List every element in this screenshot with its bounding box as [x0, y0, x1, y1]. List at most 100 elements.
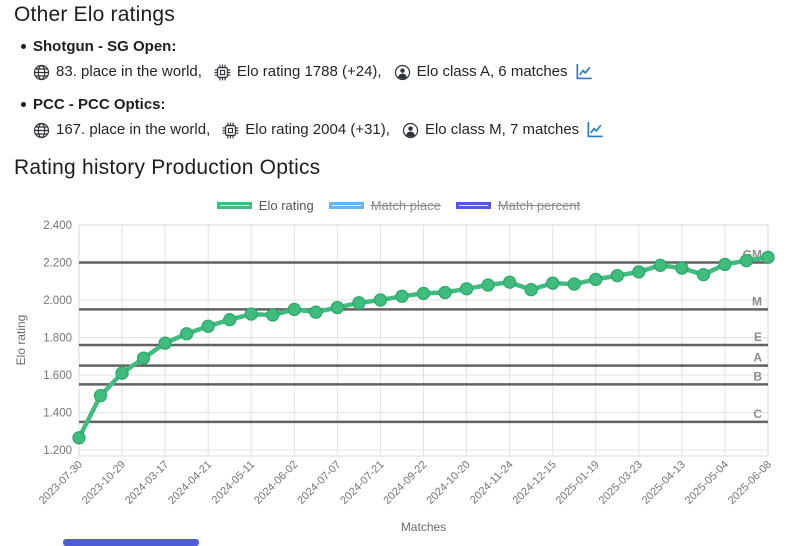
data-point[interactable] [287, 302, 301, 317]
x-tick-label: 2025-04-13 [640, 459, 688, 507]
data-point[interactable] [266, 308, 280, 322]
data-point[interactable] [330, 300, 345, 315]
division-detail: 83. place in the world, Elo rating 1788 … [33, 62, 780, 82]
legend-swatch [328, 202, 364, 209]
data-point[interactable] [567, 277, 581, 291]
data-point[interactable] [352, 296, 366, 310]
list-item-shotgun: Shotgun - SG Open: 83. place in the worl… [0, 37, 780, 82]
y-axis-title: Elo rating [14, 315, 28, 366]
rating-text: Elo rating 1788 (+24), [236, 63, 382, 80]
legend-label: Match percent [497, 198, 581, 213]
class-label: E [754, 330, 762, 344]
legend-item-match-place[interactable]: Match place [328, 198, 441, 213]
line-chart-icon[interactable] [575, 63, 593, 81]
legend-swatch [216, 202, 252, 209]
x-tick-label: 2024-05-11 [210, 459, 258, 507]
history-title: Rating history Production Optics [14, 156, 321, 179]
place-text: 83. place in the world, [56, 63, 202, 80]
data-point[interactable] [502, 275, 517, 289]
x-axis-title: Matches [401, 520, 446, 534]
y-tick-label: 2.200 [43, 258, 72, 270]
class-label: M [752, 294, 762, 308]
x-tick-label: 2025-06-08 [726, 459, 774, 507]
data-point[interactable] [459, 282, 474, 296]
page-title: Other Elo ratings [14, 3, 175, 26]
rating-text: Elo rating 2004 (+31), [245, 121, 390, 138]
x-tick-label: 2024-10-20 [424, 459, 472, 507]
data-point[interactable] [610, 268, 624, 283]
x-tick-label: 2024-09-22 [381, 459, 429, 507]
chart-legend: Elo rating Match place Match percent [0, 198, 797, 213]
cpu-icon [222, 122, 239, 139]
legend-label: Elo rating [258, 198, 314, 213]
data-point[interactable] [739, 253, 754, 268]
x-tick-label: 2025-05-04 [683, 459, 731, 507]
x-tick-label: 2024-07-07 [295, 459, 343, 507]
cpu-icon [214, 64, 231, 81]
person-icon [402, 122, 419, 139]
data-point[interactable] [223, 313, 237, 327]
legend-item-match-percent[interactable]: Match percent [455, 198, 581, 213]
x-tick-label: 2024-12-15 [511, 459, 559, 507]
division-title: PCC - PCC Optics: [33, 96, 166, 113]
y-tick-label: 2.000 [43, 295, 72, 307]
x-tick-label: 2025-03-23 [597, 459, 645, 507]
x-tick-label: 2023-07-30 [37, 459, 85, 507]
plot-border [78, 224, 769, 457]
y-tick-label: 1.600 [43, 370, 72, 382]
globe-icon [33, 122, 50, 139]
class-label: A [753, 351, 762, 365]
line-chart-icon[interactable] [586, 121, 604, 139]
data-point[interactable] [675, 261, 689, 275]
data-point[interactable] [524, 283, 538, 297]
data-point[interactable] [546, 276, 560, 290]
elo-history-chart: GMMEABC2.4002.2002.0001.8001.6001.4001.2… [14, 220, 775, 534]
data-point[interactable] [438, 285, 452, 300]
bottom-scrollbar-thumb[interactable] [63, 539, 199, 546]
data-point[interactable] [180, 327, 194, 341]
data-point[interactable] [589, 272, 603, 287]
globe-icon [33, 64, 50, 81]
data-point[interactable] [201, 319, 215, 333]
legend-label: Match place [370, 198, 441, 213]
data-point[interactable] [481, 278, 495, 292]
data-point[interactable] [653, 258, 667, 272]
person-icon [394, 64, 411, 81]
data-point[interactable] [373, 293, 388, 307]
data-point[interactable] [309, 305, 323, 319]
data-point[interactable] [244, 307, 258, 321]
data-point[interactable] [115, 366, 129, 380]
data-point[interactable] [72, 431, 86, 445]
legend-swatch [455, 202, 491, 209]
x-tick-label: 2024-07-21 [338, 459, 386, 507]
division-title: Shotgun - SG Open: [33, 38, 177, 55]
division-detail: 167. place in the world, Elo rating 2004… [33, 120, 780, 140]
data-point[interactable] [136, 351, 151, 365]
x-tick-label: 2025-01-19 [554, 459, 602, 507]
data-point[interactable] [718, 257, 732, 272]
y-tick-label: 1.800 [43, 333, 72, 345]
data-point[interactable] [158, 336, 172, 350]
y-tick-label: 2.400 [43, 220, 72, 232]
legend-item-elo-rating[interactable]: Elo rating [216, 198, 314, 213]
x-tick-label: 2023-10-29 [80, 459, 128, 507]
x-tick-label: 2024-11-24 [468, 459, 516, 507]
data-point[interactable] [632, 265, 646, 279]
data-point[interactable] [416, 286, 431, 301]
ratings-list: Shotgun - SG Open: 83. place in the worl… [0, 37, 780, 153]
list-item-pcc: PCC - PCC Optics: 167. place in the worl… [0, 95, 780, 140]
y-tick-label: 1.400 [43, 408, 72, 420]
class-text: Elo class M, 7 matches [424, 121, 580, 138]
class-label: C [753, 407, 762, 421]
x-tick-label: 2024-06-02 [252, 459, 300, 507]
data-point[interactable] [696, 268, 711, 282]
x-tick-label: 2024-04-21 [166, 459, 214, 507]
data-point[interactable] [395, 289, 409, 303]
data-point[interactable] [761, 250, 775, 264]
place-text: 167. place in the world, [56, 121, 211, 138]
y-tick-label: 1.200 [43, 445, 72, 457]
x-tick-label: 2024-03-17 [123, 459, 171, 507]
class-text: Elo class A, 6 matches [416, 63, 568, 80]
data-point[interactable] [93, 388, 108, 403]
